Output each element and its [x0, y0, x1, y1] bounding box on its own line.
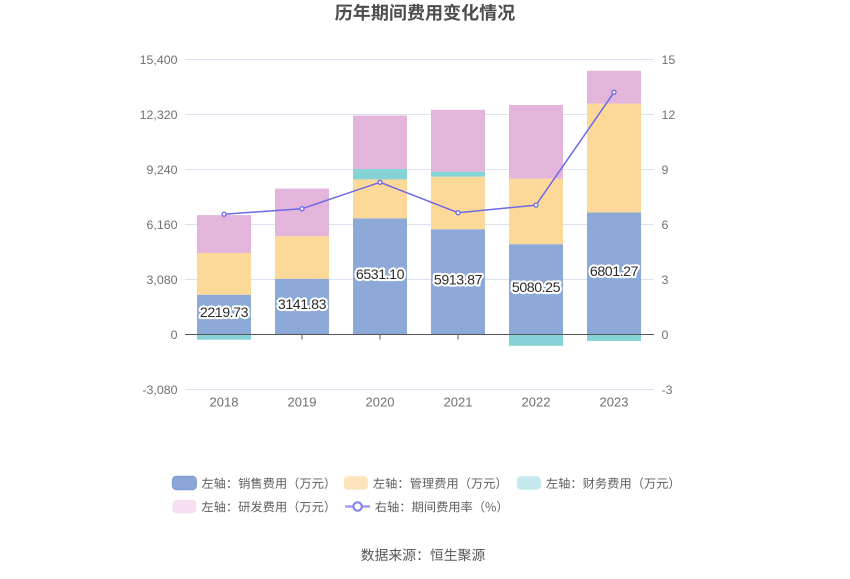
svg-text:-3,080: -3,080 — [142, 383, 177, 397]
svg-text:2019: 2019 — [288, 395, 317, 410]
svg-text:2022: 2022 — [522, 395, 551, 410]
svg-text:6: 6 — [662, 218, 669, 232]
svg-text:3141.83: 3141.83 — [278, 297, 327, 313]
svg-text:-3: -3 — [662, 383, 673, 397]
svg-text:3: 3 — [662, 273, 669, 287]
svg-text:0: 0 — [171, 328, 178, 342]
svg-text:9: 9 — [662, 163, 669, 177]
svg-text:15,400: 15,400 — [140, 53, 178, 67]
svg-text:2219.73: 2219.73 — [200, 305, 249, 321]
svg-text:6531.10: 6531.10 — [356, 267, 405, 283]
svg-text:6,160: 6,160 — [146, 218, 177, 232]
svg-text:0: 0 — [662, 328, 669, 342]
svg-text:2020: 2020 — [366, 395, 395, 410]
svg-text:3,080: 3,080 — [146, 273, 177, 287]
svg-text:2023: 2023 — [600, 395, 629, 410]
svg-text:2021: 2021 — [444, 395, 473, 410]
svg-text:12: 12 — [662, 108, 676, 122]
svg-text:6801.27: 6801.27 — [590, 264, 639, 280]
svg-text:12,320: 12,320 — [140, 108, 178, 122]
svg-text:15: 15 — [662, 53, 676, 67]
svg-text:5080.25: 5080.25 — [512, 280, 561, 296]
svg-text:5913.87: 5913.87 — [434, 272, 483, 288]
svg-text:2018: 2018 — [210, 395, 239, 410]
svg-text:9,240: 9,240 — [146, 163, 177, 177]
